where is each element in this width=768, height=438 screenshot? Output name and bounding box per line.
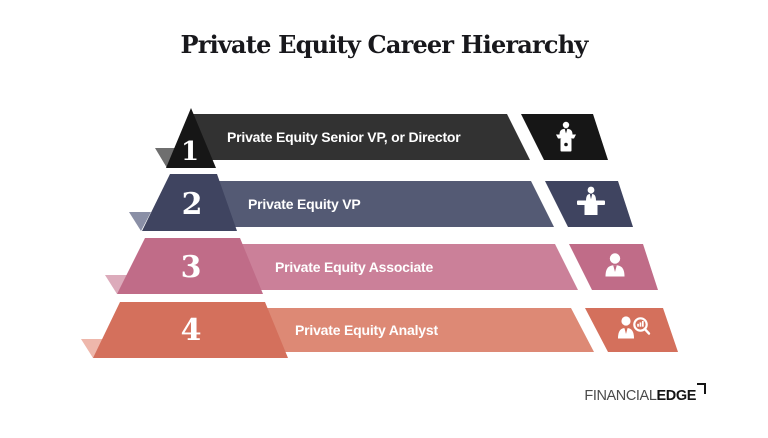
- person-at-desk-icon: [577, 186, 605, 215]
- level-3-number: 3: [181, 250, 202, 285]
- logo-corner-bracket-icon: [697, 383, 706, 394]
- level-1-fold: [155, 148, 177, 168]
- level-4-label: Private Equity Analyst: [295, 322, 438, 338]
- analyst-with-magnifier-icon: [618, 316, 651, 339]
- page-title: Private Equity Career Hierarchy: [180, 30, 589, 59]
- level-1-number: 1: [181, 137, 199, 167]
- level-2: 2 Private Equity VP: [129, 174, 633, 231]
- level-1-bar: [192, 114, 530, 160]
- financial-edge-logo: FINANCIAL EDGE: [584, 383, 706, 404]
- level-2-bar: [205, 181, 554, 227]
- level-3-bar: [215, 244, 578, 290]
- level-2-fold: [129, 212, 151, 231]
- level-4: 4 Private Equity Analyst: [81, 302, 678, 358]
- speaker-at-podium-icon: [556, 121, 576, 152]
- level-3-fold: [105, 275, 128, 294]
- level-2-number-piece: [142, 174, 237, 231]
- logo-text-edge: EDGE: [656, 388, 697, 404]
- level-1-label: Private Equity Senior VP, or Director: [227, 129, 461, 145]
- level-2-number: 2: [182, 187, 203, 222]
- person-bust-icon: [605, 253, 625, 277]
- level-3: 3 Private Equity Associate: [105, 238, 658, 294]
- level-4-bar: [230, 308, 594, 352]
- level-4-number-piece: [93, 302, 288, 358]
- level-2-label: Private Equity VP: [248, 196, 361, 212]
- logo-text-financial: FINANCIAL: [584, 388, 657, 404]
- level-1-number-piece: [166, 108, 216, 168]
- level-4-number: 4: [181, 313, 202, 348]
- level-3-number-piece: [117, 238, 263, 294]
- level-1: 1 Private Equity Senior VP, or Director: [155, 108, 608, 168]
- level-4-fold: [81, 339, 104, 358]
- level-3-label: Private Equity Associate: [275, 259, 433, 275]
